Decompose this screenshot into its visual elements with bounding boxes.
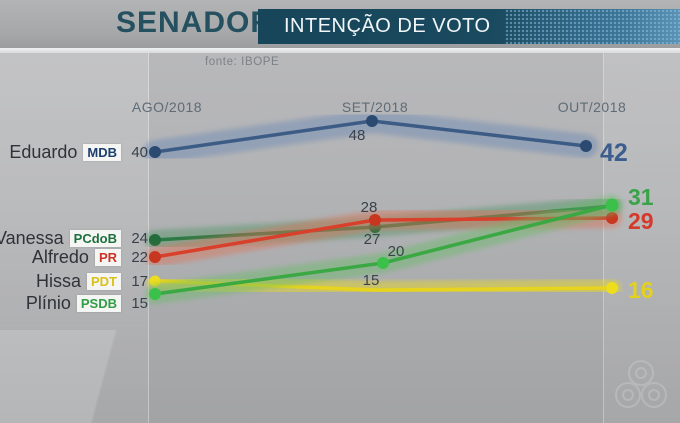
- candidate-name: Vanessa: [0, 227, 64, 248]
- point-eduardo-ago: [149, 146, 161, 158]
- party-badge: PDT: [87, 272, 121, 290]
- page-title: SENADOR: [116, 6, 274, 39]
- series-plinio: [145, 195, 622, 304]
- party-badge: PCdoB: [69, 229, 121, 247]
- legend-row-plinio: Plínio PSDB 15: [26, 291, 148, 315]
- point-eduardo-out: [580, 140, 592, 152]
- value-label-vanessa-set: 27: [364, 231, 381, 248]
- header-divider: [0, 48, 680, 53]
- candidate-first-value: 15: [131, 294, 148, 312]
- source-label: fonte: IBOPE: [205, 56, 280, 68]
- value-label-hissa-set: 15: [363, 272, 380, 289]
- point-vanessa-ago: [149, 234, 161, 246]
- point-eduardo-set: [366, 115, 378, 127]
- value-label-hissa-out: 16: [628, 277, 654, 303]
- point-plinio-ago: [149, 288, 161, 300]
- column-header-out: OUT/2018: [557, 99, 627, 115]
- candidate-name: Eduardo: [9, 141, 78, 162]
- point-hissa-out: [606, 282, 618, 294]
- network-logo-watermark: [615, 360, 667, 408]
- topic-box: INTENÇÃO DE VOTO: [258, 9, 680, 44]
- legend-row-hissa: Hissa PDT 17: [36, 269, 148, 293]
- point-plinio-set: [377, 257, 389, 269]
- candidate-first-value: 17: [131, 272, 148, 290]
- party-badge: PR: [94, 248, 121, 266]
- party-badge: PSDB: [76, 294, 121, 312]
- point-plinio-out: [605, 198, 619, 212]
- candidate-first-value: 40: [131, 143, 148, 161]
- value-label-eduardo-set: 48: [349, 127, 366, 144]
- legend-row-vanessa: Vanessa PCdoB 24: [0, 226, 148, 250]
- candidate-name: Hissa: [35, 270, 81, 291]
- value-label-plinio-out: 31: [628, 184, 654, 210]
- value-label-plinio-set: 20: [388, 243, 405, 260]
- point-alfredo-set: [369, 214, 381, 226]
- pixel-pattern-decoration: [505, 9, 680, 44]
- candidate-first-value: 24: [131, 229, 148, 247]
- series-eduardo: [143, 109, 598, 164]
- candidate-name: Alfredo: [31, 246, 89, 267]
- floor-edge-decoration: [0, 330, 210, 423]
- legend-row-alfredo: Alfredo PR 22: [32, 245, 148, 269]
- value-label-alfredo-set: 28: [361, 199, 378, 216]
- legend-row-eduardo: Eduardo MDB 40: [9, 140, 148, 164]
- column-header-ago: AGO/2018: [131, 99, 203, 115]
- candidate-first-value: 22: [131, 248, 148, 266]
- header-bar: SENADOR INTENÇÃO DE VOTO: [0, 0, 680, 48]
- party-badge: MDB: [83, 143, 121, 161]
- candidate-name: Plínio: [25, 292, 71, 313]
- point-alfredo-ago: [149, 251, 161, 263]
- value-label-eduardo-out: 42: [600, 139, 628, 167]
- value-label-alfredo-out: 29: [628, 208, 654, 234]
- topic-title: INTENÇÃO DE VOTO: [284, 15, 491, 37]
